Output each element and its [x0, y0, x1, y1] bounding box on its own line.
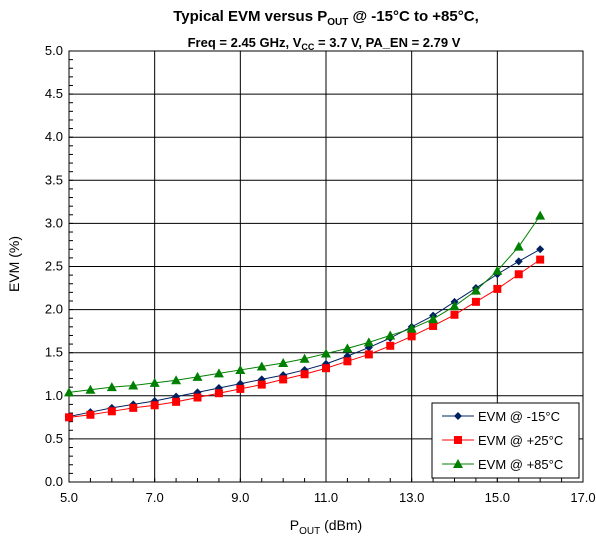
data-point — [514, 257, 523, 266]
data-point — [278, 358, 289, 368]
y-axis-label: EVM (%) — [6, 236, 22, 292]
data-point — [536, 255, 545, 264]
x-tick-label: 17.0 — [570, 490, 595, 505]
y-tick-labels: 0.0 0.5 1.0 1.5 2.0 2.5 3.0 3.5 4.0 4.5 5.0 — [45, 43, 63, 489]
data-point — [493, 284, 502, 293]
y-tick-label: 1.5 — [45, 345, 63, 360]
legend-label: EVM @ -15°C — [478, 409, 560, 424]
x-axis-label: POUT (dBm) — [290, 517, 362, 537]
series-layer — [64, 210, 546, 422]
series-1 — [65, 255, 545, 422]
data-point — [429, 321, 438, 330]
x-tick-label: 11.0 — [314, 490, 338, 505]
x-axis-label-rest: (dBm) — [320, 517, 362, 533]
data-point — [364, 350, 373, 359]
data-point — [213, 368, 224, 378]
data-point — [321, 348, 331, 358]
data-point — [536, 245, 545, 254]
data-point — [235, 364, 246, 374]
data-point — [65, 413, 73, 422]
x-axis-label-subscript: OUT — [299, 526, 320, 537]
chart-title: Typical EVM versus POUT @ -15°C to +85°C… — [173, 8, 479, 52]
legend-marker — [454, 412, 462, 420]
data-point — [64, 387, 74, 397]
data-point — [449, 301, 460, 311]
x-tick-label: 7.0 — [146, 490, 164, 505]
title-line1-rest: @ -15°C to +85°C, — [348, 8, 478, 25]
title-line1-subscript: OUT — [327, 17, 348, 28]
data-point — [428, 314, 439, 324]
data-point — [256, 361, 267, 371]
data-point — [172, 397, 181, 406]
data-point — [257, 380, 266, 389]
data-point — [343, 357, 352, 366]
data-point — [86, 410, 95, 419]
data-point — [128, 380, 139, 390]
x-tick-label: 15.0 — [485, 490, 510, 505]
title-line1-main: Typical EVM versus P — [173, 8, 327, 25]
data-point — [85, 384, 96, 394]
y-tick-label: 2.0 — [45, 302, 63, 317]
data-point — [279, 375, 288, 384]
chart-title-line2: Freq = 2.45 GHz, VCC = 3.7 V, PA_EN = 2.… — [188, 35, 461, 52]
data-point — [450, 310, 459, 319]
data-point — [214, 389, 223, 398]
y-tick-label: 0.5 — [45, 431, 63, 446]
x-tick-label: 5.0 — [60, 490, 78, 505]
legend: EVM @ -15°C EVM @ +25°C EVM @ +85°C — [431, 402, 580, 479]
data-point — [300, 370, 309, 379]
data-point — [471, 297, 480, 306]
series-line — [68, 259, 541, 418]
minor-ticks — [68, 50, 584, 483]
series-0 — [65, 245, 545, 421]
y-tick-label: 2.5 — [45, 259, 63, 274]
data-point — [149, 377, 160, 387]
y-tick-label: 0.0 — [45, 474, 63, 489]
data-point — [193, 393, 202, 402]
legend-marker — [453, 459, 463, 468]
data-point — [470, 285, 481, 295]
series-2 — [64, 210, 546, 397]
data-point — [236, 384, 245, 393]
x-tick-label: 13.0 — [399, 490, 424, 505]
data-point — [492, 265, 503, 275]
title-line2-b: = 3.7 V, PA_EN = 2.79 V — [314, 35, 460, 50]
data-point — [322, 364, 330, 373]
y-tick-label: 3.0 — [45, 215, 63, 230]
data-point — [514, 270, 523, 279]
data-point — [171, 375, 182, 385]
y-tick-label: 4.0 — [45, 129, 63, 144]
data-point — [107, 407, 116, 416]
data-point — [363, 337, 374, 347]
legend-marker — [454, 436, 462, 444]
data-point — [192, 371, 203, 381]
y-tick-label: 1.0 — [45, 388, 63, 403]
x-axis-label-main: P — [290, 517, 299, 533]
data-point — [106, 382, 117, 392]
legend-label: EVM @ +25°C — [478, 433, 563, 448]
x-tick-label: 9.0 — [231, 490, 249, 505]
y-tick-label: 3.5 — [45, 172, 63, 187]
y-tick-label: 4.5 — [45, 86, 63, 101]
legend-label: EVM @ +85°C — [478, 457, 563, 472]
data-point — [513, 241, 524, 251]
data-point — [385, 330, 396, 340]
title-line2-a: Freq = 2.45 GHz, V — [188, 35, 302, 50]
y-tick-label: 5.0 — [45, 43, 63, 58]
data-point — [129, 403, 138, 412]
data-point — [342, 343, 353, 353]
data-point — [299, 353, 310, 363]
chart-title-line1: Typical EVM versus POUT @ -15°C to +85°C… — [173, 8, 479, 28]
data-point — [407, 332, 416, 341]
data-point — [406, 323, 417, 333]
x-tick-labels: 5.0 7.0 9.0 11.0 13.0 15.0 17.0 — [60, 490, 596, 505]
data-point — [150, 401, 159, 410]
title-line2-subscript: CC — [301, 42, 314, 52]
data-point — [386, 341, 395, 350]
series-line — [68, 248, 541, 417]
series-line — [68, 215, 541, 393]
data-point — [535, 210, 546, 220]
